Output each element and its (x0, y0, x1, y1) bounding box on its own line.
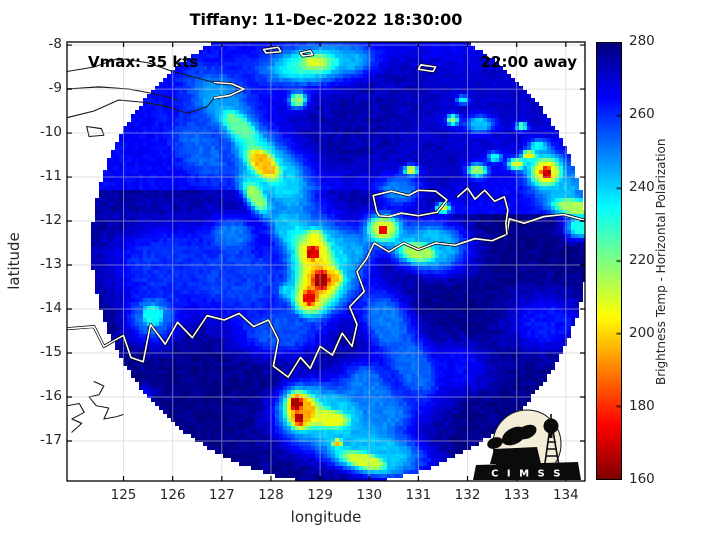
y-tick-label: -9 (48, 80, 62, 97)
colorbar-tick-label: 220 (629, 252, 655, 268)
colorbar-tick-label: 260 (629, 106, 655, 122)
x-tick-label: 132 (454, 487, 481, 503)
colorbar-canvas (596, 42, 622, 480)
time-to-arrival-annotation: 22:00 away (480, 53, 577, 71)
colorbar-tick-label: 200 (629, 325, 655, 341)
x-tick-label: 129 (307, 487, 333, 503)
y-tick-label: -14 (39, 300, 62, 316)
y-tick-label: -17 (39, 431, 62, 448)
y-tick-label: -10 (39, 124, 62, 141)
x-tick-label: 127 (208, 487, 235, 503)
y-tick-label: -8 (48, 36, 62, 53)
colorbar-tick-label: 280 (629, 33, 655, 49)
x-axis-label: longitude (290, 508, 362, 526)
x-tick-label: 131 (405, 487, 432, 503)
x-tick-label: 133 (503, 487, 530, 503)
x-tick-label: 125 (110, 487, 137, 503)
colorbar-tick-label: 240 (629, 179, 655, 195)
y-tick-label: -15 (39, 343, 62, 360)
colorbar-tick-label: 180 (629, 398, 655, 414)
plot-title: Tiffany: 11-Dec-2022 18:30:00 (189, 10, 463, 29)
x-tick-label: 134 (552, 487, 579, 503)
y-tick-label: -12 (39, 212, 62, 229)
vmax-annotation: Vmax: 35 kts (88, 53, 199, 71)
x-tick-label: 128 (258, 487, 284, 503)
colorbar-tick-label: 160 (629, 471, 655, 487)
y-tick-label: -16 (39, 387, 62, 404)
colorbar-title: Brightness Temp - Horizontal Polarizatio… (654, 138, 668, 385)
y-tick-label: -11 (39, 168, 62, 185)
x-tick-label: 130 (356, 487, 383, 503)
satellite-heatmap-canvas (67, 42, 585, 481)
x-tick-label: 126 (159, 487, 186, 503)
y-tick-label: -13 (39, 256, 62, 273)
